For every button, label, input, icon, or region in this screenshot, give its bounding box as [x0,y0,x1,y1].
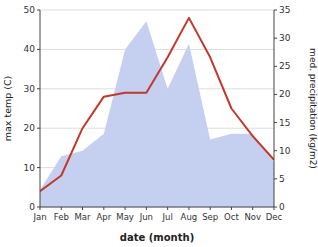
y2-tick [274,10,277,11]
x-tick-label: Apr [96,212,111,222]
y-axis-label: max temp (C) [2,76,13,142]
grid-line [40,207,274,208]
y2-tick-label: 5 [279,174,285,184]
x-tick [103,207,104,210]
x-tick-label: Dec [266,212,283,222]
x-axis-line [40,207,274,208]
y-tick-label: 20 [24,123,36,133]
y2-tick-label: 25 [279,61,290,71]
precipitation-area [40,21,274,207]
x-tick [188,207,189,210]
grid-line [40,49,274,50]
y-tick [37,88,40,89]
x-tick-label: Jan [32,212,46,222]
y-tick-label: 40 [24,44,36,54]
y2-axis-label: med. precipitation (kg/m2) [308,48,318,169]
y-axis-line [40,10,41,207]
y2-tick [274,122,277,123]
x-tick [82,207,83,210]
y-tick-label: 0 [29,202,35,212]
x-tick [146,207,147,210]
x-tick [61,207,62,210]
y-tick-label: 30 [24,84,36,94]
y2-axis-line [274,10,275,207]
x-tick-label: Aug [181,212,198,222]
y-tick [37,10,40,11]
grid-line [40,10,274,11]
y-tick [37,167,40,168]
y2-tick [274,38,277,39]
y2-tick-label: 30 [279,33,291,43]
x-tick-label: Nov [244,212,261,222]
y2-tick [274,150,277,151]
y2-tick-label: 0 [279,202,285,212]
x-axis-label: date (month) [120,232,194,243]
x-tick-label: May [116,212,134,222]
x-tick [210,207,211,210]
x-tick-label: Oct [224,212,239,222]
grid [40,10,274,207]
y2-tick [274,66,277,67]
y-tick-label: 50 [24,5,36,15]
x-tick [252,207,253,210]
y-tick [37,128,40,129]
plot-area [40,18,274,207]
x-tick [125,207,126,210]
x-tick [231,207,232,210]
y-tick [37,49,40,50]
y2-tick-label: 20 [279,89,291,99]
x-tick [167,207,168,210]
x-tick [274,207,275,210]
y-tick-label: 10 [24,163,36,173]
x-tick-label: Jun [139,212,153,222]
temperature-line [40,18,274,191]
x-tick-label: Jul [162,212,173,222]
x-tick [40,207,41,210]
y2-tick [274,178,277,179]
y2-tick-label: 35 [279,5,290,15]
axes: 0 10 20 30 40 50 0 5 10 15 20 25 30 35 Jan Feb Mar Apr May… [24,5,291,222]
x-tick-label: Feb [54,212,69,222]
y2-tick [274,94,277,95]
y2-tick-label: 15 [279,118,290,128]
chart: 0 10 20 30 40 50 0 5 10 15 20 25 30 35 Jan Feb Mar Apr May… [0,0,318,247]
x-tick-label: Mar [75,212,92,222]
y2-tick-label: 10 [279,146,291,156]
x-tick-label: Sep [202,212,218,222]
